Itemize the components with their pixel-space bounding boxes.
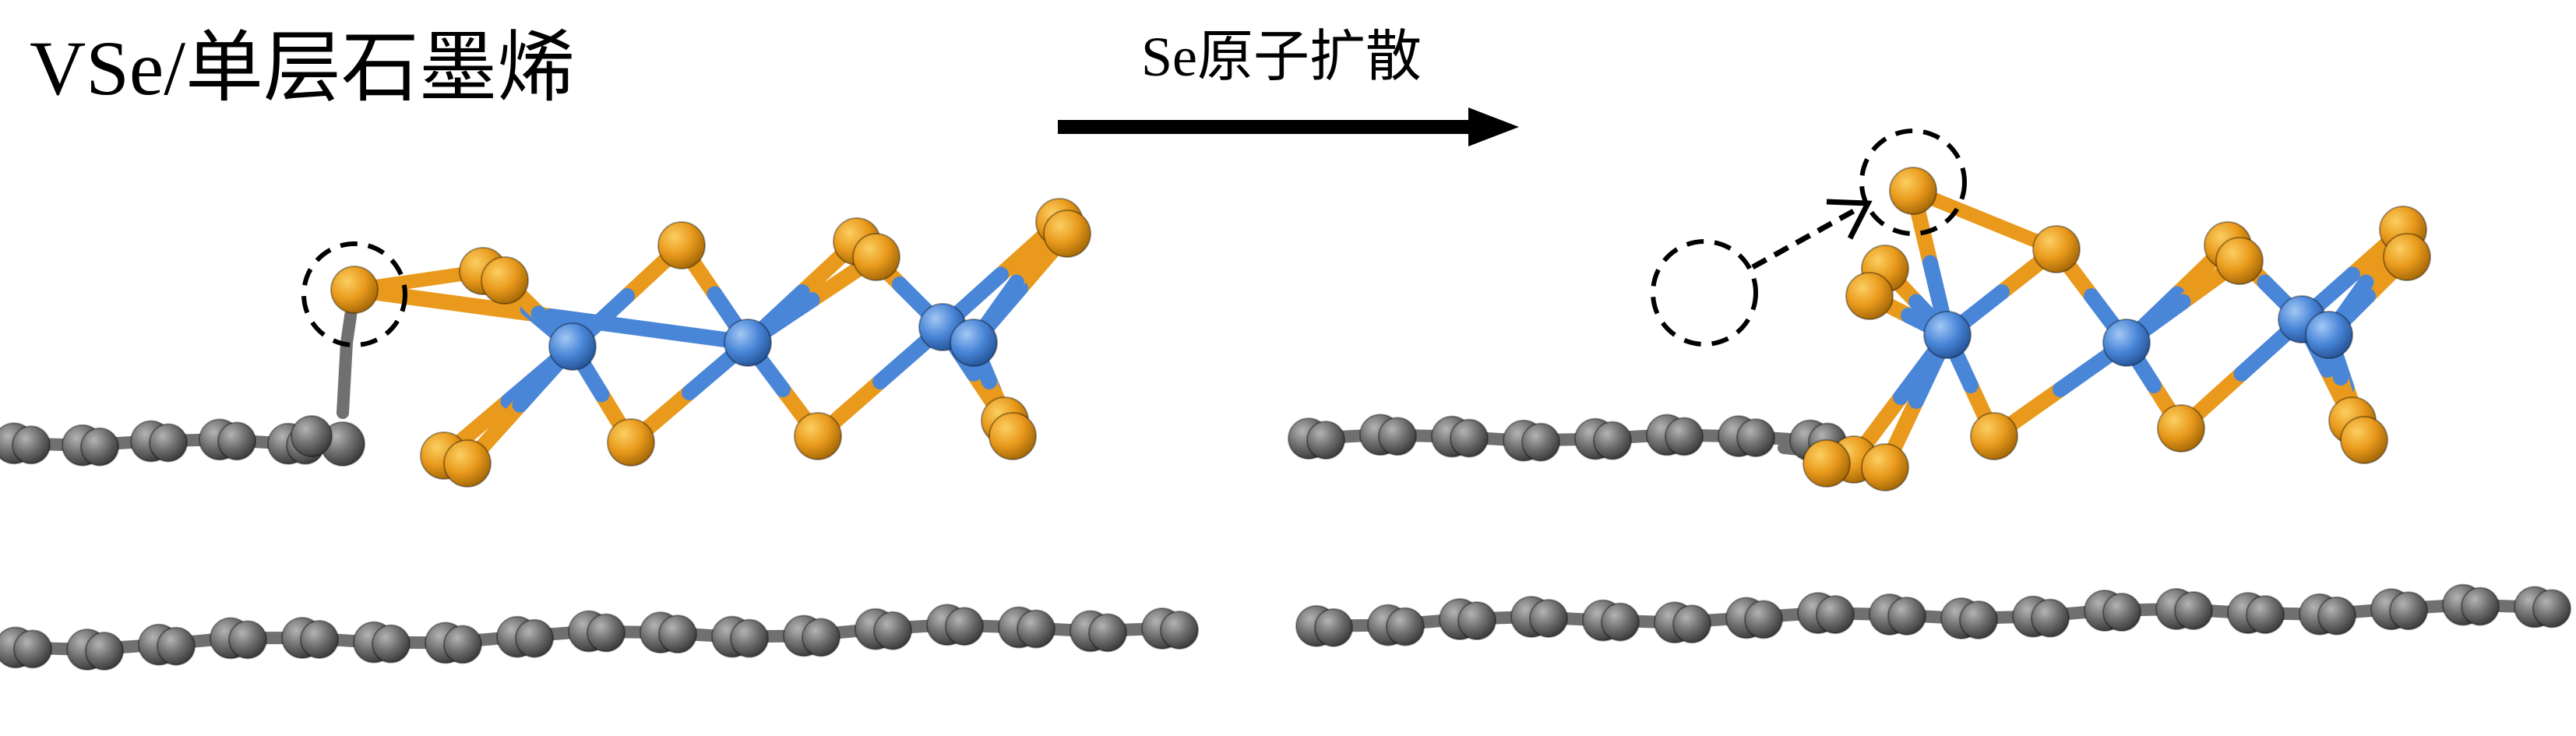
carbon-atom [1529,598,1568,638]
selenium-atom [481,256,529,305]
vanadium-atom [2305,311,2353,359]
carbon-atom [945,607,984,646]
carbon-atom [372,624,411,664]
carbon-atom [1457,601,1496,641]
selenium-atom [1861,443,1909,491]
bond-layer [8,183,2541,656]
carbon-atom [1160,610,1199,650]
carbon-atom [443,625,482,664]
carbon-atom [1665,417,1704,456]
dashed-circle-icon [1859,129,1967,236]
carbon-atom [157,626,196,666]
selenium-atom [794,412,842,460]
carbon-atom [12,425,51,465]
selenium-atom [852,233,900,281]
carbon-atom [217,421,256,461]
carbon-atom [1088,613,1127,653]
carbon-atom [2389,591,2428,631]
carbon-atom [802,618,840,657]
carbon-atom [2031,598,2070,638]
carbon-atom [1816,595,1855,635]
carbon-atom [1386,607,1425,646]
carbon-atom [291,415,333,457]
carbon-atom [80,427,119,467]
selenium-atom [2157,404,2205,453]
carbon-atom [1450,418,1489,458]
selenium-atom [1043,210,1091,258]
carbon-atom [1736,418,1775,458]
carbon-atom [2174,590,2213,630]
dashed-arrow-icon [1751,199,1873,270]
carbon-atom [1593,421,1632,460]
carbon-atom [1959,600,1998,639]
selenium-atom [2340,416,2388,464]
bond [340,310,357,349]
carbon-atom [13,629,52,669]
selenium-atom [330,266,379,314]
carbon-atom [149,423,188,463]
bond [543,308,756,350]
carbon-atom [2102,593,2141,632]
carbon-atom [85,631,124,671]
figure-title: VSe/单层石墨烯 [30,25,575,111]
bond [347,282,559,324]
carbon-atom [228,620,267,660]
carbon-atom [1887,596,1926,636]
carbon-atom [587,613,625,653]
carbon-atom [1378,417,1417,456]
carbon-atom [2461,586,2500,626]
selenium-atom [2032,225,2081,273]
selenium-atom [2215,237,2264,285]
vanadium-atom [724,319,772,367]
carbon-atom [2532,589,2571,629]
selenium-atom [2383,233,2431,281]
process-label: Se原子扩散 [1141,26,1422,88]
selenium-atom [443,439,492,488]
carbon-atom [2246,595,2285,635]
carbon-atom [2317,596,2356,636]
carbon-atom [730,618,769,658]
atom-layer [0,167,2571,671]
carbon-atom [1017,609,1055,649]
selenium-atom [1845,272,1894,320]
carbon-atom [1521,422,1560,462]
selenium-atom [988,412,1037,460]
carbon-atom [1601,602,1640,642]
carbon-atom [1314,607,1353,647]
dashed-circle-icon [301,241,407,347]
carbon-atom [1306,421,1345,460]
carbon-atom [658,615,697,654]
vanadium-atom [2102,319,2151,367]
carbon-atom [1672,604,1711,644]
selenium-atom [607,418,655,467]
dashed-circle-icon [1651,239,1758,347]
selenium-atom [1970,412,2018,460]
bond [337,372,351,419]
right-arrow-icon [1468,107,1519,146]
carbon-atom [515,618,554,658]
carbon-atom [300,619,339,659]
selenium-atom [657,221,706,269]
process-arrow [1058,107,1519,146]
vanadium-atom [1923,311,1972,359]
vanadium-atom [548,322,597,371]
selenium-atom [1889,167,1937,215]
vanadium-atom [950,319,998,367]
selenium-atom [1802,439,1851,488]
carbon-atom [1744,600,1783,639]
carbon-atom [873,611,912,650]
